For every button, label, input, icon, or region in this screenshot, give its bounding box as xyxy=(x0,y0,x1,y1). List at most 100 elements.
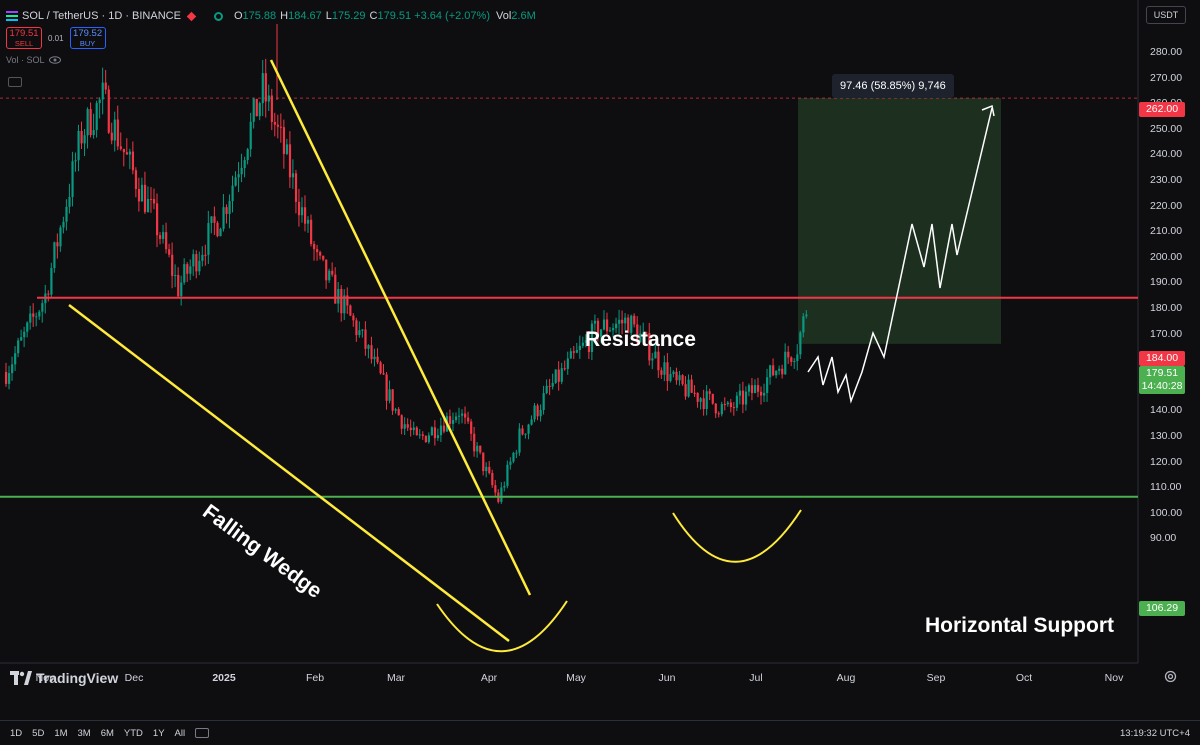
high-key: H xyxy=(280,10,289,22)
candle-body xyxy=(744,391,748,405)
range-button-6m[interactable]: 6M xyxy=(100,727,114,739)
candle-body xyxy=(515,452,518,454)
bottom-arc-1 xyxy=(436,600,568,653)
gear-icon[interactable] xyxy=(1164,670,1177,683)
candle-body xyxy=(143,184,147,213)
symbol-icon xyxy=(6,11,18,21)
candle-body xyxy=(210,216,213,224)
candle-body xyxy=(279,126,283,128)
time-tick-label: Feb xyxy=(305,672,325,684)
candle-body xyxy=(201,254,204,261)
symbol-title[interactable]: SOL / TetherUS · 1D · BINANCE xyxy=(22,10,181,22)
range-button-1y[interactable]: 1Y xyxy=(152,727,165,739)
candle-body xyxy=(651,358,654,361)
candle-body xyxy=(213,216,216,223)
candle-body xyxy=(8,373,11,384)
candle-body xyxy=(388,389,391,401)
candle-body xyxy=(524,433,527,435)
volume-key: Vol xyxy=(496,10,512,22)
candle-body xyxy=(711,393,714,404)
candle-body xyxy=(165,232,168,250)
candle-body xyxy=(255,98,258,117)
tradingview-icon xyxy=(10,671,32,685)
time-tick-label: Jun xyxy=(658,672,676,684)
current-price-value: 179.51 xyxy=(1145,367,1179,379)
candle-body xyxy=(696,392,699,402)
volume-indicator-label[interactable]: Vol · SOL xyxy=(6,55,61,65)
spread-value: 0.01 xyxy=(48,33,64,43)
candle-body xyxy=(482,452,485,472)
close-key: C xyxy=(369,10,378,22)
time-tick-label: May xyxy=(566,672,586,684)
range-button-all[interactable]: All xyxy=(174,727,186,739)
candle-body xyxy=(714,403,717,414)
candle-body xyxy=(735,395,739,408)
price-tick-label: 140.00 xyxy=(1150,404,1183,417)
candle-body xyxy=(584,340,588,343)
candle-body xyxy=(391,389,394,411)
candle-body xyxy=(71,161,74,197)
time-tick-label: Aug xyxy=(836,672,856,684)
tradingview-logo[interactable]: TradingView xyxy=(10,670,118,686)
candle-body xyxy=(29,313,32,323)
candle-body xyxy=(334,274,337,304)
candle-body xyxy=(566,358,569,369)
low-key: L xyxy=(325,10,332,22)
candle-body xyxy=(349,305,352,316)
price-tick-label: 210.00 xyxy=(1150,225,1183,238)
resistance-annotation[interactable]: Resistance xyxy=(585,328,696,351)
candle-body xyxy=(186,264,189,274)
candle-body xyxy=(385,374,388,401)
candle-body xyxy=(787,351,790,358)
candle-body xyxy=(624,317,627,324)
tradingview-wordmark: TradingView xyxy=(36,670,119,686)
price-tick-label: 190.00 xyxy=(1150,276,1183,289)
candle-body xyxy=(461,413,464,416)
candle-body xyxy=(35,316,38,318)
bar-countdown: 14:40:28 xyxy=(1141,380,1183,392)
candle-body xyxy=(159,235,162,239)
buy-button[interactable]: 179.52 BUY xyxy=(69,27,106,49)
sell-button[interactable]: 179.51 SELL xyxy=(6,27,42,49)
candle-body xyxy=(799,332,802,355)
currency-selector[interactable]: USDT xyxy=(1146,6,1186,24)
support-annotation[interactable]: Horizontal Support xyxy=(925,614,1114,637)
candle-body xyxy=(240,167,243,175)
price-tick-label: 100.00 xyxy=(1150,506,1183,519)
price-tick-label: 130.00 xyxy=(1150,430,1183,442)
candle-body xyxy=(116,119,119,147)
collapse-legend-icon[interactable] xyxy=(8,77,22,87)
range-button-1d[interactable]: 1D xyxy=(10,727,23,739)
current-price-tag: 179.51 14:40:28 xyxy=(1139,366,1185,394)
candle-body xyxy=(433,427,437,439)
candle-body xyxy=(137,188,141,202)
candle-body xyxy=(125,152,128,155)
range-button-1m[interactable]: 1M xyxy=(54,727,68,739)
bottom-arc-2 xyxy=(672,509,802,563)
price-tick-label: 170.00 xyxy=(1150,327,1183,340)
candle-body xyxy=(630,315,633,333)
candle-body xyxy=(750,385,754,394)
projection-path xyxy=(807,107,993,404)
volume-value: 2.6M xyxy=(511,10,536,22)
time-tick-label: Sep xyxy=(926,672,946,684)
candle-body xyxy=(300,207,304,216)
candle-body xyxy=(400,415,403,429)
range-button-5d[interactable]: 5D xyxy=(32,727,45,739)
candle-body xyxy=(690,379,693,393)
range-button-3m[interactable]: 3M xyxy=(77,727,91,739)
calendar-range-icon[interactable] xyxy=(195,728,210,738)
candle-body xyxy=(590,323,594,353)
candle-body xyxy=(397,409,400,416)
candle-body xyxy=(415,427,418,436)
range-button-ytd[interactable]: YTD xyxy=(123,727,143,739)
resistance-price-tag: 184.00 xyxy=(1139,351,1185,366)
eye-icon[interactable] xyxy=(48,56,61,64)
candle-body xyxy=(488,466,491,473)
candle-body xyxy=(77,130,80,161)
candle-body xyxy=(364,329,367,349)
candle-body xyxy=(575,349,578,353)
clock[interactable]: 13:19:32 UTC+4 xyxy=(1120,727,1190,739)
candle-body xyxy=(23,331,26,338)
